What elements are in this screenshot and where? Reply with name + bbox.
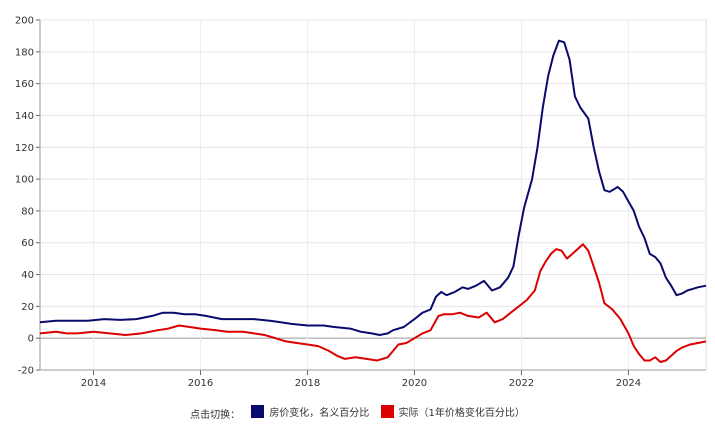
- line-chart: -20 0 20 40 60 80 100 120 140 160 180 200 2014 2016 20…: [15, 16, 707, 389]
- x-tick-label: 2020: [402, 378, 427, 389]
- y-tick-label: 100: [15, 175, 34, 186]
- x-tick-label: 2014: [81, 378, 106, 389]
- legend-item-real[interactable]: 实际（1年价格变化百分比）: [380, 404, 525, 419]
- series-line-real: [39, 243, 707, 363]
- legend-item-nominal[interactable]: 房价变化，名义百分比: [251, 404, 369, 419]
- grid: [39, 19, 707, 371]
- y-tick-label: 140: [15, 111, 34, 122]
- y-tick-label: 120: [15, 143, 34, 154]
- legend-swatch-real: [380, 405, 394, 418]
- y-tick-label: -20: [18, 366, 34, 377]
- legend: 点击切换： 房价变化，名义百分比 实际（1年价格变化百分比）: [0, 404, 715, 421]
- x-tick-label: 2024: [616, 378, 641, 389]
- series-lines: [39, 39, 707, 363]
- y-tick-label: 0: [28, 334, 34, 345]
- y-tick-label: 40: [21, 270, 34, 281]
- y-tick-label: 200: [15, 16, 34, 27]
- x-tick-label: 2018: [295, 378, 320, 389]
- legend-prompt: 点击切换：: [190, 410, 241, 421]
- y-tick-label: 160: [15, 79, 34, 90]
- y-tick-label: 60: [21, 238, 34, 249]
- y-tick-label: 180: [15, 47, 34, 58]
- y-tick-label: 20: [21, 302, 34, 313]
- legend-label-real: 实际（1年价格变化百分比）: [398, 408, 525, 419]
- x-tick-label: 2022: [509, 378, 534, 389]
- series-line-nominal: [39, 39, 707, 336]
- axes: -20 0 20 40 60 80 100 120 140 160 180 200 2014 2016 20…: [15, 16, 706, 389]
- legend-swatch-nominal: [251, 405, 265, 418]
- legend-label-nominal: 房价变化，名义百分比: [269, 408, 370, 419]
- x-tick-label: 2016: [188, 378, 213, 389]
- y-tick-label: 80: [21, 206, 34, 217]
